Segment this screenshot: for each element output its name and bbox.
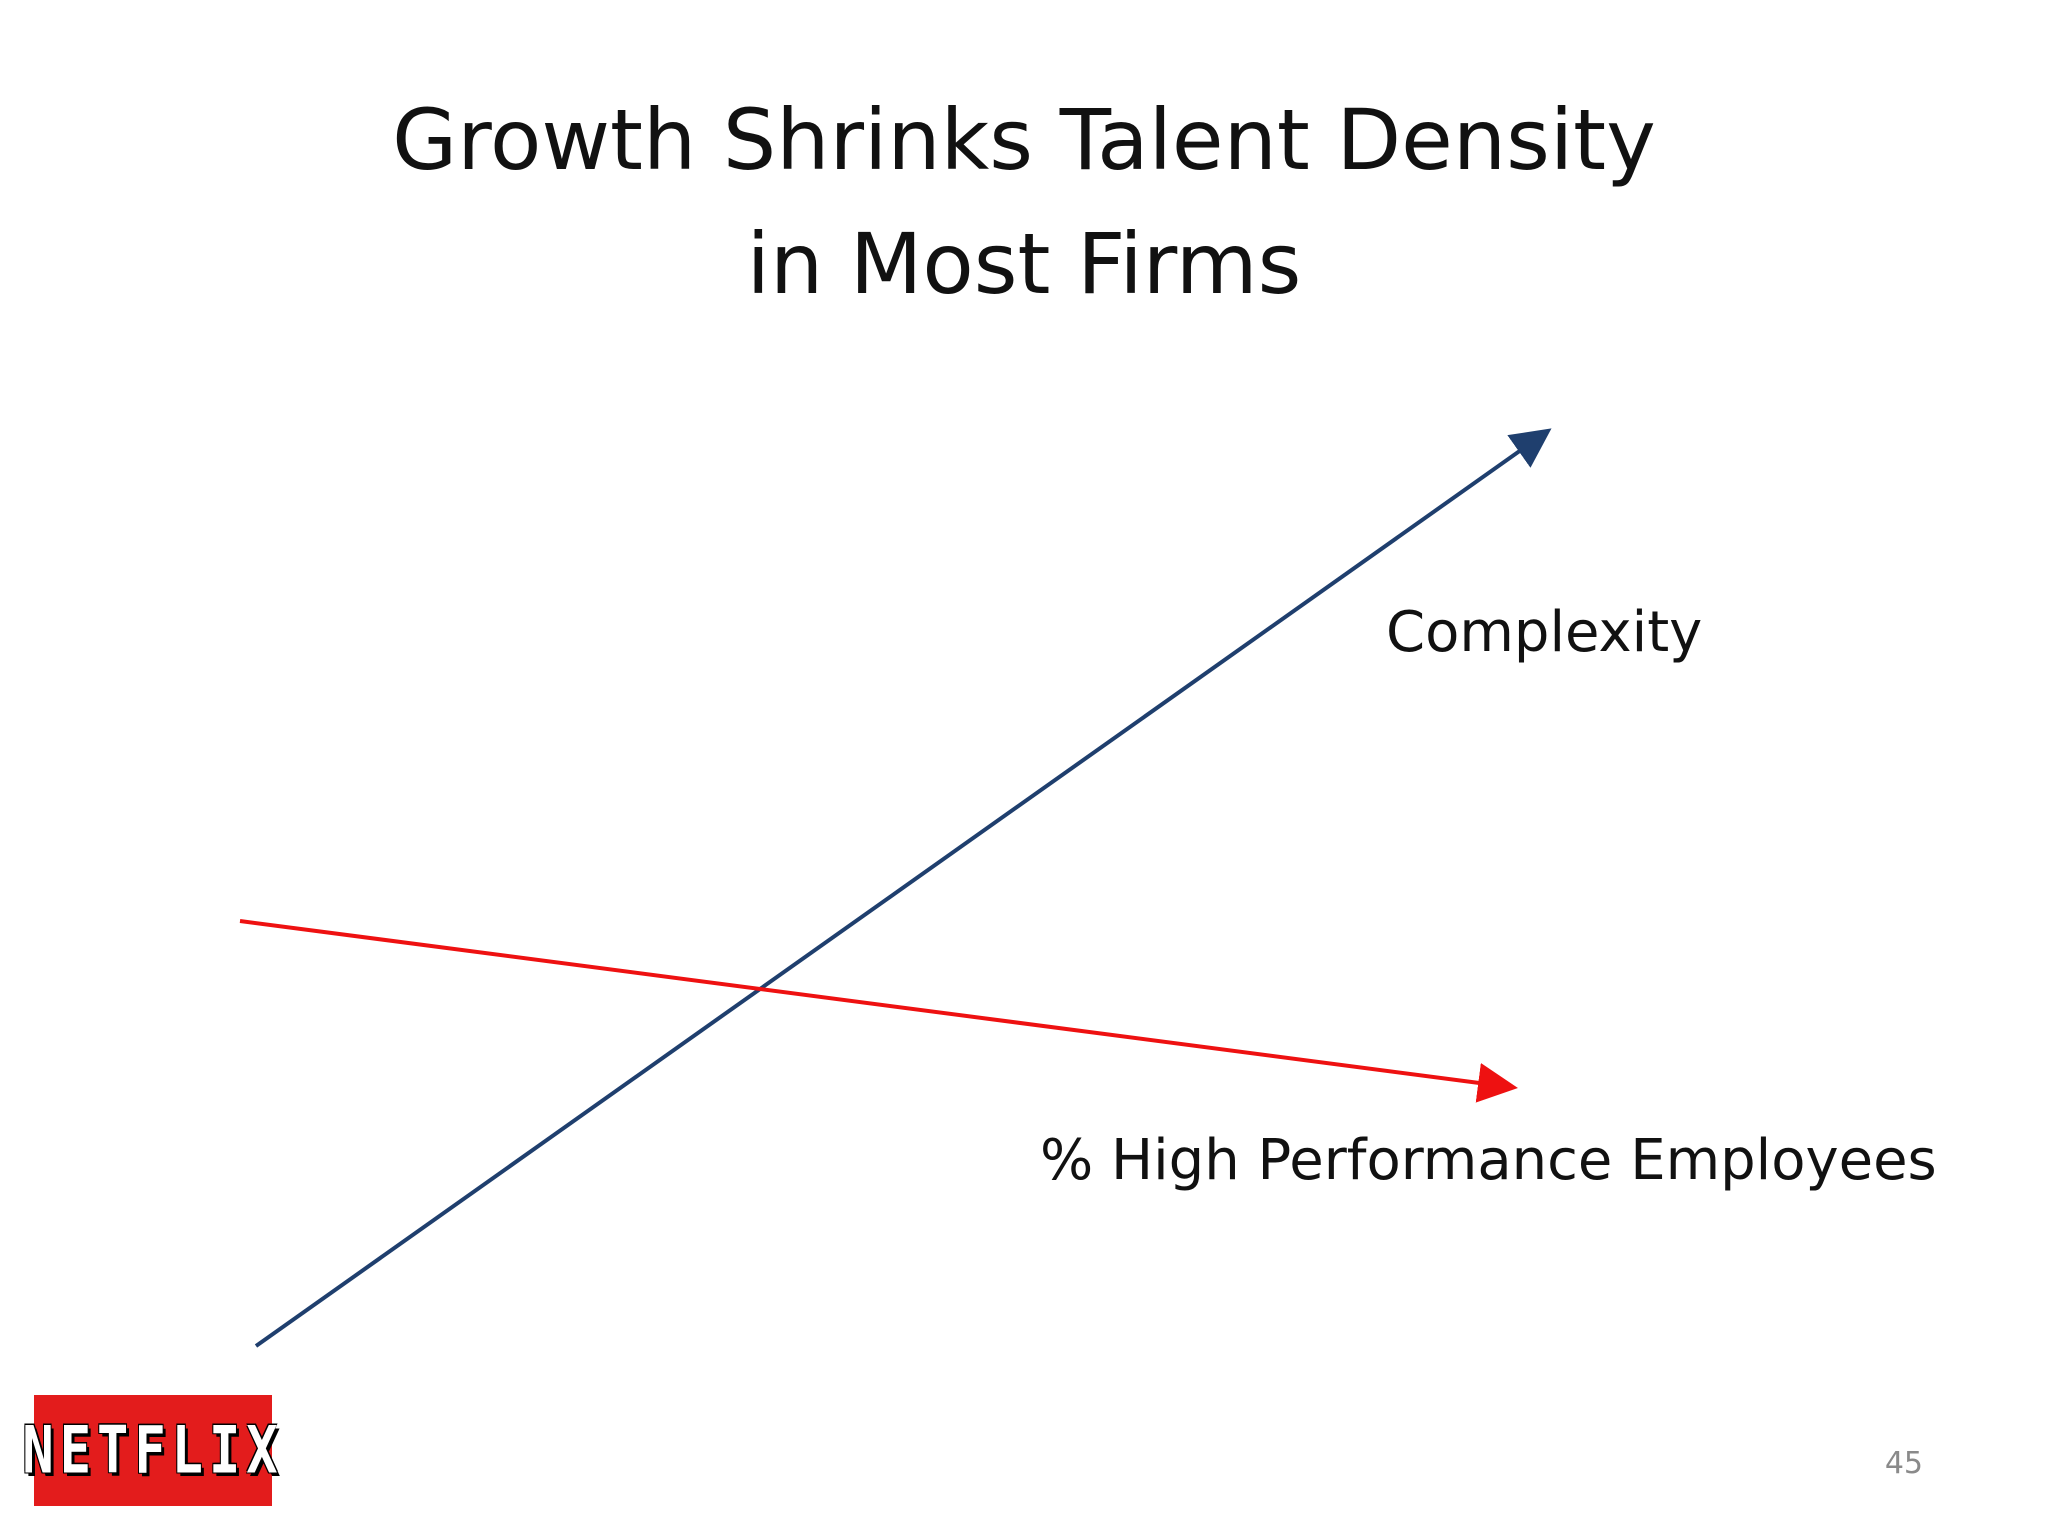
slide-title-line-2: in Most Firms — [746, 215, 1302, 313]
high-performance-arrow — [239, 919, 1518, 1103]
complexity-arrow — [254, 428, 1552, 1348]
netflix-logo: NETFLIX — [22, 1395, 278, 1506]
page-number: 45 — [1884, 1446, 1923, 1481]
complexity-label: Complexity — [1386, 600, 1703, 665]
high-performance-label: % High Performance Employees — [1040, 1128, 1937, 1193]
slide-title-line-1: Growth Shrinks Talent Density — [392, 91, 1656, 189]
slide-title: Growth Shrinks Talent Density in Most Fi… — [0, 78, 2048, 326]
netflix-logo-text: NETFLIX — [22, 1413, 284, 1488]
